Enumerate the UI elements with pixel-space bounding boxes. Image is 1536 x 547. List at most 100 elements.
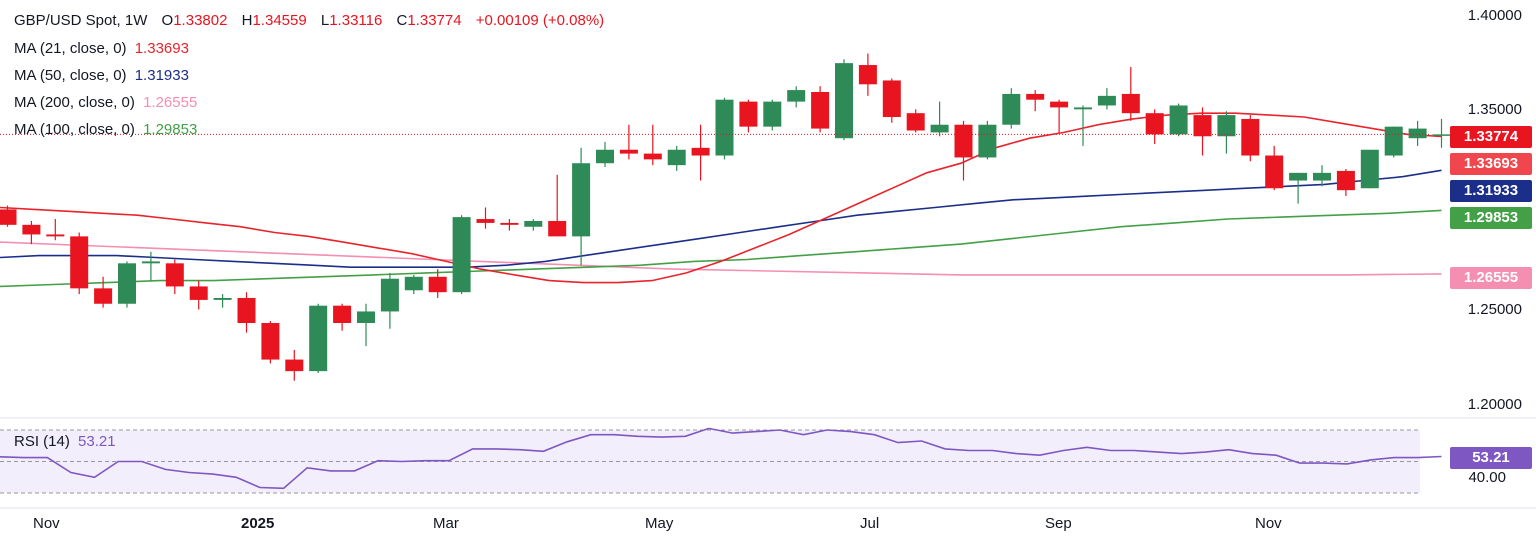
ma21-price-tag: 1.33693: [1450, 153, 1532, 175]
candle-body: [428, 276, 447, 293]
candle-8: [189, 280, 208, 310]
x-tick-2025: 2025: [241, 515, 275, 532]
price-pane-bg: [0, 0, 1430, 418]
candle-body: [596, 149, 614, 164]
open-value: O1.33802: [161, 12, 228, 29]
candle-body: [94, 288, 113, 304]
rsi-value: 53.21: [78, 433, 116, 450]
candle-32: [763, 99, 782, 131]
candle-38: [906, 109, 925, 133]
close-value: C1.33774: [396, 12, 462, 29]
candle-3: [70, 232, 89, 295]
candle-4: [94, 276, 113, 308]
candlestick-series: [0, 53, 1451, 381]
candle-25: [596, 142, 614, 168]
candle-33: [787, 86, 806, 108]
candle-body: [261, 323, 280, 360]
candle-body: [213, 297, 232, 300]
candle-body: [739, 101, 758, 127]
candle-body: [22, 224, 41, 235]
candle-body: [1169, 105, 1188, 135]
ma21-legend[interactable]: MA (21, close, 0) 1.33693: [14, 40, 189, 57]
ma200-label: MA (200, close, 0): [14, 94, 135, 111]
x-tick-jul: Jul: [860, 515, 880, 532]
candle-15: [357, 303, 375, 347]
candle-13: [309, 303, 328, 374]
candle-body: [357, 311, 375, 323]
candle-10: [237, 292, 256, 333]
candle-36: [858, 53, 877, 96]
ma200-line: [0, 241, 1442, 276]
candle-45: [1074, 105, 1092, 146]
x-tick-nov-2025: Nov: [1255, 515, 1282, 532]
candle-body: [619, 149, 638, 154]
candle-43: [1026, 90, 1045, 112]
ma50-value: 1.31933: [134, 67, 189, 84]
candle-20: [476, 207, 495, 229]
candle-42: [1002, 88, 1021, 129]
x-tick-nov-2024: Nov: [33, 515, 60, 532]
candle-body: [380, 278, 399, 312]
candle-body: [165, 263, 184, 287]
rsi-line: [0, 427, 1442, 490]
candle-31: [739, 99, 758, 133]
candle-body: [1050, 101, 1069, 108]
ma200-value: 1.26555: [143, 94, 198, 111]
candle-40: [954, 120, 973, 181]
candle-body: [524, 220, 543, 227]
candle-14: [333, 303, 352, 331]
candle-body: [643, 153, 662, 160]
candle-body: [189, 286, 208, 300]
candle-29: [691, 124, 710, 181]
candle-body: [285, 359, 304, 372]
candle-37: [882, 78, 901, 123]
change-value: +0.00109 (+0.08%): [475, 12, 605, 29]
candle-7: [165, 259, 184, 295]
candle-24: [572, 147, 591, 266]
candle-5: [118, 261, 136, 308]
candle-body: [572, 163, 591, 237]
candle-47: [1121, 66, 1140, 121]
candle-46: [1097, 88, 1116, 110]
ma50-legend[interactable]: MA (50, close, 0) 1.31933: [14, 67, 189, 84]
candle-body: [858, 65, 877, 85]
rsi-value-tag: 53.21: [1450, 447, 1532, 469]
candle-26: [619, 124, 638, 160]
candle-58: [1384, 126, 1403, 158]
grid-lines: [0, 0, 1536, 509]
x-tick-sep: Sep: [1045, 515, 1072, 532]
candle-body: [70, 236, 89, 289]
candle-18: [428, 269, 447, 298]
candle-body: [1145, 113, 1164, 135]
candle-19: [452, 215, 471, 295]
ma200-legend[interactable]: MA (200, close, 0) 1.26555: [14, 94, 197, 111]
ma100-line: [0, 209, 1442, 288]
x-tick-may: May: [645, 515, 674, 532]
candle-body: [787, 90, 806, 102]
ma100-legend[interactable]: MA (100, close, 0) 1.29853: [14, 121, 197, 138]
candle-41: [978, 120, 997, 160]
candle-27: [643, 124, 662, 166]
candle-body: [141, 261, 160, 264]
candle-body: [1193, 115, 1212, 137]
candle-body: [548, 220, 567, 237]
candle-35: [835, 59, 853, 141]
candle-body: [333, 305, 352, 323]
candle-22: [524, 219, 543, 231]
candle-body: [1074, 107, 1092, 110]
candle-23: [548, 174, 567, 237]
y-tick-3: 1.25000: [1467, 301, 1522, 318]
candle-6: [141, 251, 160, 281]
candle-body: [715, 99, 734, 156]
rsi-legend[interactable]: RSI (14) 53.21: [14, 433, 116, 450]
y-tick-2: 1.35000: [1467, 101, 1522, 118]
ma21-label: MA (21, close, 0): [14, 40, 127, 57]
candle-28: [667, 145, 686, 171]
candle-34: [811, 86, 830, 133]
moving-average-lines: [0, 112, 1442, 288]
candle-body: [1121, 93, 1140, 114]
candle-54: [1289, 172, 1308, 204]
candle-body: [1217, 115, 1236, 137]
candle-12: [285, 349, 304, 381]
candle-body: [763, 101, 782, 127]
